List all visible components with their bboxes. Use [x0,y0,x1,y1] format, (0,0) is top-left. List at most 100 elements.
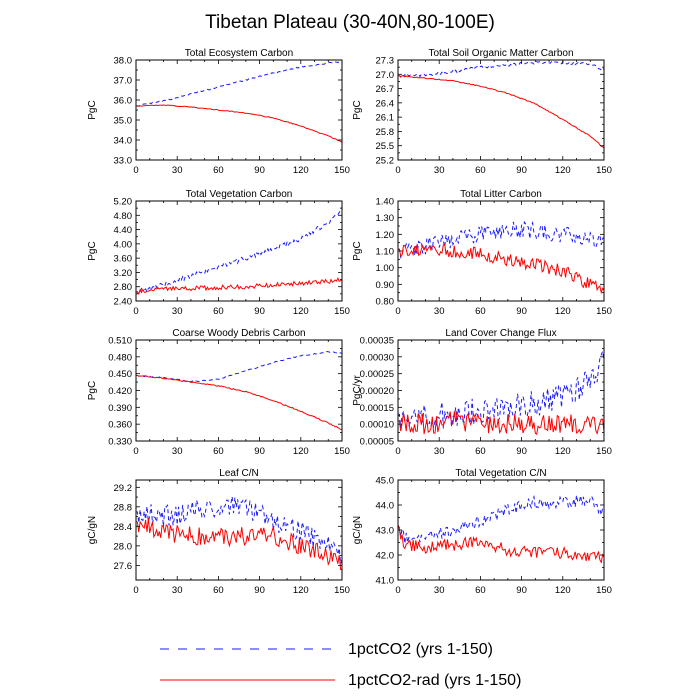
x-tick-label-total-soil-organic-matter-carbon: 120 [555,165,571,176]
x-tick-label-total-soil-organic-matter-carbon: 60 [475,165,486,176]
y-tick-label-total-litter-carbon: 0.80 [376,297,395,308]
y-tick-label-total-ecosystem-carbon: 34.0 [114,136,133,147]
x-tick-label-total-vegetation-c-n: 120 [555,585,571,596]
panel-total-vegetation-c-n: Total Vegetation C/N 0 30 60 90 120 150 41.0 42.… [352,468,612,596]
x-tick-label-coarse-woody-debris-carbon: 60 [213,446,224,457]
panel-total-soil-organic-matter-carbon: Total Soil Organic Matter Carbon 0 30 60 90 1… [352,48,612,176]
series-1pctco2-yrs-1-150-total-soil-organic-matter-carbon [397,60,605,78]
panel-land-cover-change-flux: Land Cover Change Flux 0 30 60 90 120 150 0.000… [352,328,612,457]
x-tick-label-total-soil-organic-matter-carbon: 0 [395,165,400,176]
x-tick-label-total-vegetation-c-n: 30 [434,585,445,596]
x-tick-label-land-cover-change-flux: 0 [395,446,400,457]
panel-total-vegetation-carbon: Total Vegetation Carbon 0 30 60 90 120 150 2.40… [87,189,350,317]
y-tick-label-total-vegetation-c-n: 45.0 [376,476,395,487]
x-tick-label-total-litter-carbon: 90 [516,306,527,317]
y-tick-label-total-vegetation-carbon: 3.20 [114,268,133,279]
x-tick-label-total-vegetation-c-n: 0 [395,585,400,596]
x-tick-label-land-cover-change-flux: 30 [434,446,445,457]
y-tick-label-coarse-woody-debris-carbon: 0.390 [108,403,132,414]
y-tick-label-land-cover-change-flux: 0.00030 [360,352,394,363]
x-tick-label-total-litter-carbon: 0 [395,306,400,317]
y-tick-label-total-soil-organic-matter-carbon: 25.2 [376,156,395,167]
main-title: Tibetan Plateau (30-40N,80-100E) [205,12,495,33]
y-tick-label-total-vegetation-c-n: 41.0 [376,576,395,587]
y-tick-label-total-vegetation-carbon: 3.60 [114,254,133,265]
x-tick-label-total-vegetation-carbon: 60 [213,306,224,317]
series-1pctco2-yrs-1-150-total-litter-carbon [397,220,605,259]
y-tick-label-total-soil-organic-matter-carbon: 25.8 [376,127,395,138]
y-axis-label-land-cover-change-flux: PgC/yr [352,375,363,406]
y-tick-label-total-soil-organic-matter-carbon: 27.0 [376,70,395,81]
y-tick-label-total-soil-organic-matter-carbon: 26.1 [376,113,395,124]
series-1pctco2-rad-yrs-1-150-total-vegetation-carbon [135,277,343,295]
x-tick-label-leaf-c-n: 120 [293,585,309,596]
y-tick-label-leaf-c-n: 27.6 [114,561,133,572]
series-1pctco2-rad-yrs-1-150-coarse-woody-debris-carbon [135,374,343,430]
y-axis-label-total-ecosystem-carbon: PgC [87,100,98,119]
y-axis-label-coarse-woody-debris-carbon: PgC [87,381,98,400]
x-tick-label-total-vegetation-carbon: 30 [172,306,183,317]
x-tick-label-total-ecosystem-carbon: 90 [254,165,265,176]
x-tick-label-total-litter-carbon: 60 [475,306,486,317]
y-tick-label-total-soil-organic-matter-carbon: 27.3 [376,56,395,67]
x-tick-label-leaf-c-n: 150 [334,585,350,596]
x-tick-label-total-ecosystem-carbon: 0 [133,165,138,176]
x-tick-label-land-cover-change-flux: 90 [516,446,527,457]
series-1pctco2-rad-yrs-1-150-total-vegetation-c-n [397,524,605,564]
panel-title-leaf-c-n: Leaf C/N [219,468,258,479]
x-tick-label-leaf-c-n: 0 [133,585,138,596]
y-tick-label-total-vegetation-carbon: 2.40 [114,297,133,308]
series-1pctco2-rad-yrs-1-150-total-ecosystem-carbon [135,104,343,143]
series-1pctco2-rad-yrs-1-150-leaf-c-n [135,518,343,571]
x-tick-label-total-ecosystem-carbon: 60 [213,165,224,176]
panels: Total Ecosystem Carbon 0 30 60 90 120 150 33.0 3… [87,48,612,596]
x-tick-label-total-ecosystem-carbon: 120 [293,165,309,176]
x-tick-label-total-litter-carbon: 150 [596,306,612,317]
x-tick-label-total-vegetation-carbon: 150 [334,306,350,317]
panel-coarse-woody-debris-carbon: Coarse Woody Debris Carbon 0 30 60 90 120 150 0… [87,328,350,457]
x-tick-label-total-vegetation-c-n: 60 [475,585,486,596]
y-tick-label-total-ecosystem-carbon: 36.0 [114,96,133,107]
x-tick-label-leaf-c-n: 30 [172,585,183,596]
x-tick-label-total-vegetation-carbon: 120 [293,306,309,317]
series-1pctco2-yrs-1-150-total-vegetation-c-n [397,494,605,546]
x-tick-label-total-soil-organic-matter-carbon: 30 [434,165,445,176]
y-tick-label-total-vegetation-carbon: 2.80 [114,282,133,293]
y-tick-label-total-litter-carbon: 0.90 [376,280,395,291]
x-tick-label-total-litter-carbon: 30 [434,306,445,317]
series-1pctco2-rad-yrs-1-150-total-litter-carbon [398,243,605,295]
y-tick-label-total-soil-organic-matter-carbon: 25.5 [376,141,395,152]
x-tick-label-total-soil-organic-matter-carbon: 150 [596,165,612,176]
series-1pctco2-rad-yrs-1-150-land-cover-change-flux [397,410,605,436]
panel-title-total-ecosystem-carbon: Total Ecosystem Carbon [185,48,293,59]
y-tick-label-land-cover-change-flux: 0.00015 [360,403,394,414]
x-tick-label-coarse-woody-debris-carbon: 120 [293,446,309,457]
y-tick-label-land-cover-change-flux: 0.00010 [360,420,394,431]
x-tick-label-land-cover-change-flux: 120 [555,446,571,457]
plot-frame-leaf-c-n [135,479,343,581]
x-tick-label-total-ecosystem-carbon: 30 [172,165,183,176]
panel-title-total-vegetation-carbon: Total Vegetation Carbon [186,189,293,200]
x-tick-label-leaf-c-n: 60 [213,585,224,596]
y-tick-label-coarse-woody-debris-carbon: 0.330 [108,437,132,448]
y-tick-label-total-vegetation-c-n: 44.0 [376,501,395,512]
series-1pctco2-yrs-1-150-leaf-c-n [135,496,343,564]
y-axis-label-total-vegetation-c-n: gC/gN [352,516,363,544]
x-tick-label-land-cover-change-flux: 150 [596,446,612,457]
y-tick-label-leaf-c-n: 28.4 [114,522,133,533]
x-tick-label-coarse-woody-debris-carbon: 150 [334,446,350,457]
x-tick-label-total-vegetation-c-n: 90 [516,585,527,596]
y-tick-label-total-litter-carbon: 1.00 [376,263,395,274]
y-tick-label-total-vegetation-carbon: 4.40 [114,225,133,236]
legend: 1pctCO2 (yrs 1-150) 1pctCO2-rad (yrs 1-1… [160,641,521,689]
y-tick-label-total-ecosystem-carbon: 38.0 [114,56,133,67]
y-tick-label-total-litter-carbon: 1.20 [376,230,395,241]
x-tick-label-coarse-woody-debris-carbon: 30 [172,446,183,457]
panel-leaf-c-n: Leaf C/N 0 30 60 90 120 150 27.6 28.0 28.4 28.8 29.… [87,468,350,596]
y-tick-label-land-cover-change-flux: 0.00020 [360,386,394,397]
y-axis-label-total-litter-carbon: PgC [352,241,363,260]
y-tick-label-leaf-c-n: 28.8 [114,502,133,513]
panel-title-coarse-woody-debris-carbon: Coarse Woody Debris Carbon [172,328,305,339]
series-1pctco2-yrs-1-150-total-ecosystem-carbon [135,61,343,107]
